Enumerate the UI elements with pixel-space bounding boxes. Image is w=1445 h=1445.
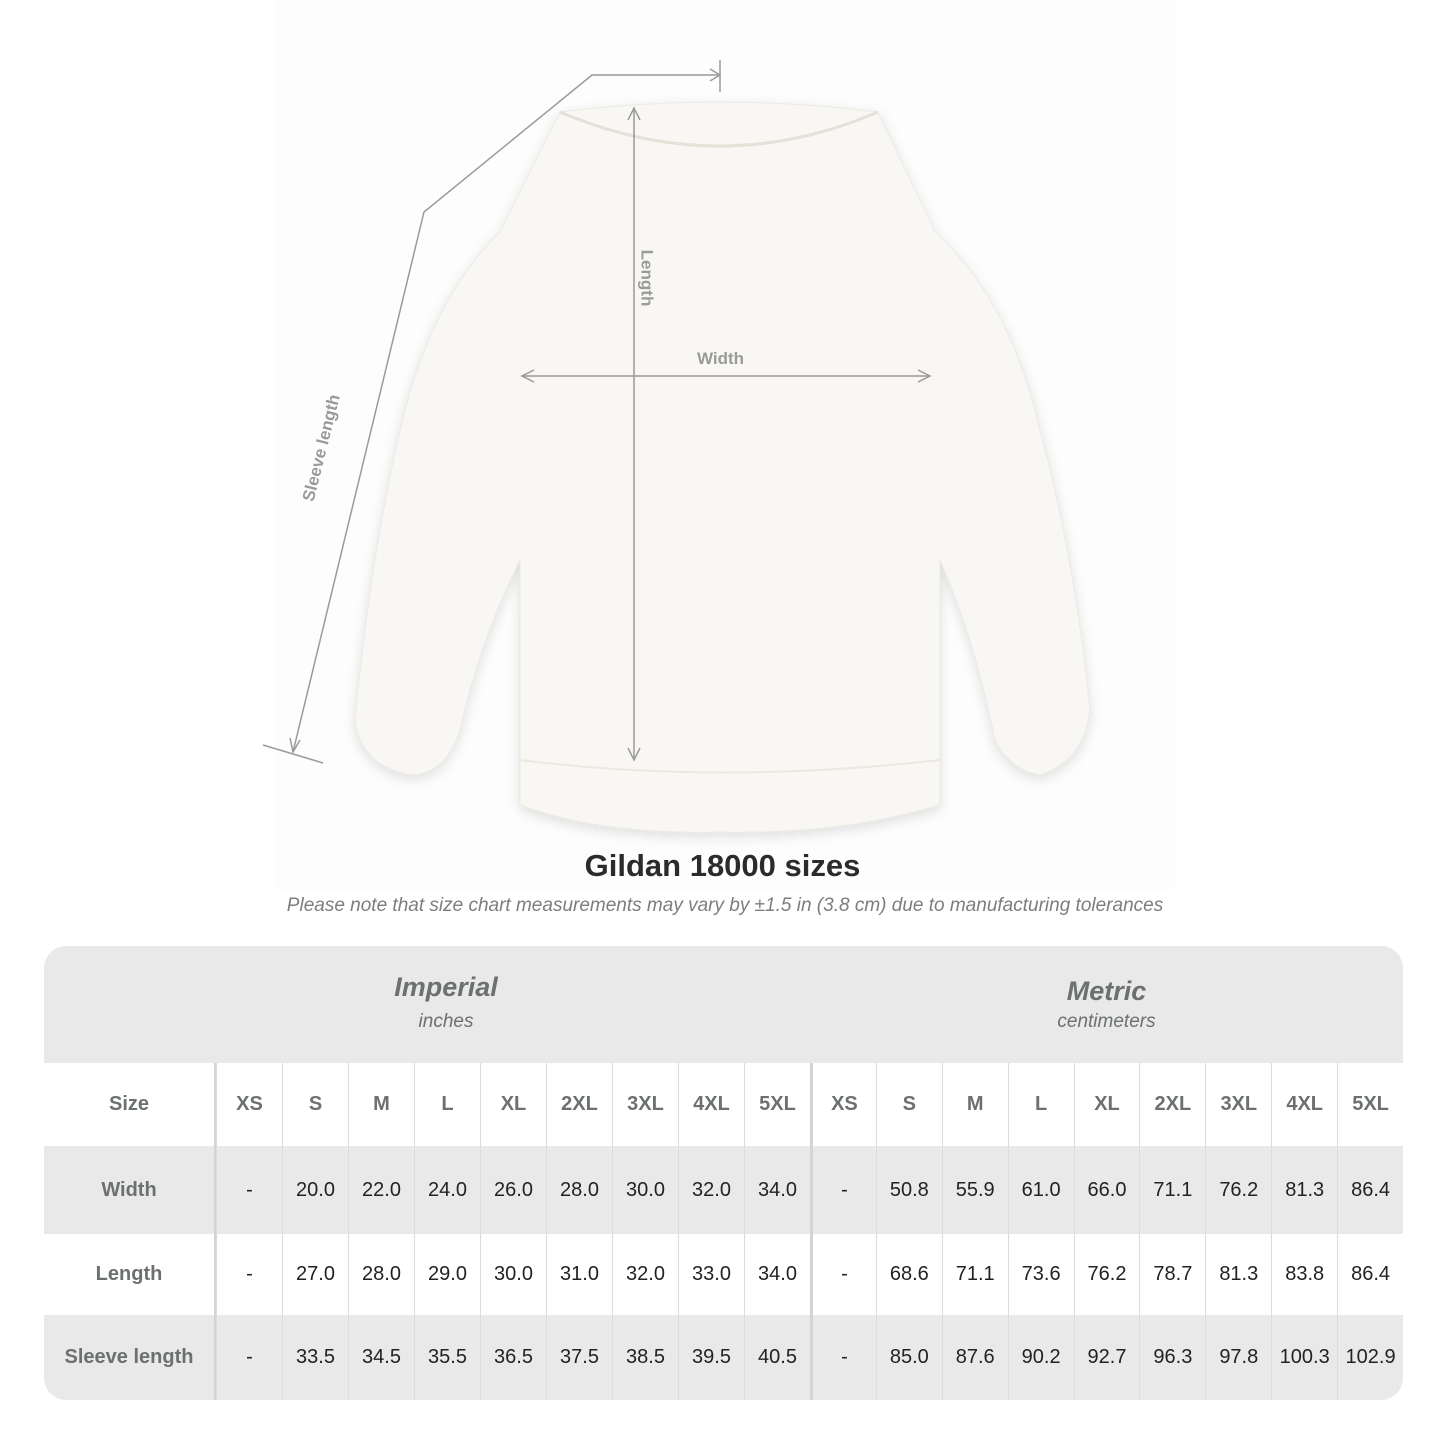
table-cell: 81.3 bbox=[1271, 1146, 1337, 1234]
table-cell: - bbox=[810, 1315, 876, 1400]
table-cell: 31.0 bbox=[546, 1234, 612, 1315]
size-header-cell: 2XL bbox=[546, 1063, 612, 1146]
table-cell: 87.6 bbox=[941, 1315, 1008, 1400]
metric-unit: centimeters bbox=[1057, 1011, 1156, 1032]
table-cell: 50.8 bbox=[875, 1146, 942, 1234]
size-header-cell: 4XL bbox=[1271, 1063, 1337, 1146]
table-cell: 39.5 bbox=[678, 1315, 744, 1400]
imperial-title: Imperial bbox=[394, 972, 498, 1002]
size-header-cell: 3XL bbox=[1205, 1063, 1271, 1146]
table-cell: 71.1 bbox=[1139, 1146, 1205, 1234]
table-cell: 33.0 bbox=[678, 1234, 744, 1315]
table-row-width: Width -20.0 22.0 24.0 26.0 28.0 30.0 32.0 34.0-5… bbox=[44, 1146, 1403, 1234]
table-cell: 29.0 bbox=[414, 1234, 480, 1315]
table-cell: 30.0 bbox=[480, 1234, 546, 1315]
size-header-cell: L bbox=[414, 1063, 480, 1146]
table-cell: 28.0 bbox=[348, 1234, 414, 1315]
table-cell: 100.3 bbox=[1271, 1315, 1337, 1400]
table-cell: 34.0 bbox=[744, 1146, 810, 1234]
table-cell: 26.0 bbox=[480, 1146, 546, 1234]
table-cell: 78.7 bbox=[1139, 1234, 1205, 1315]
size-header-cell: L bbox=[1007, 1063, 1074, 1146]
table-cell: 34.0 bbox=[744, 1234, 810, 1315]
table-cell: 33.5 bbox=[282, 1315, 348, 1400]
table-cell: 32.0 bbox=[678, 1146, 744, 1234]
sweatshirt-illustration bbox=[262, 60, 1091, 833]
size-header-cell: 2XL bbox=[1139, 1063, 1205, 1146]
size-table: Imperial inches Metric centimeters Size X… bbox=[44, 946, 1403, 1400]
page-title: Gildan 18000 sizes bbox=[584, 848, 861, 883]
table-cell: - bbox=[216, 1146, 282, 1234]
table-cell: 96.3 bbox=[1139, 1315, 1205, 1400]
length-label: Length bbox=[637, 249, 657, 307]
table-cell: 28.0 bbox=[546, 1146, 612, 1234]
table-cell: 55.9 bbox=[941, 1146, 1008, 1234]
table-cell: 61.0 bbox=[1007, 1146, 1074, 1234]
width-label: Width bbox=[697, 349, 745, 368]
table-cell: 97.8 bbox=[1205, 1315, 1271, 1400]
size-header-cell: S bbox=[282, 1063, 348, 1146]
table-cell: 83.8 bbox=[1271, 1234, 1337, 1315]
metric-title: Metric bbox=[1066, 976, 1147, 1006]
table-cell: 81.3 bbox=[1205, 1234, 1271, 1315]
table-cell: 66.0 bbox=[1073, 1146, 1140, 1234]
table-row-sleeve-length: Sleeve length -33.5 34.5 35.5 36.5 37.5 38.5 39… bbox=[44, 1315, 1403, 1400]
table-cell: 36.5 bbox=[480, 1315, 546, 1400]
size-header-cell: M bbox=[348, 1063, 414, 1146]
size-header-cell: 5XL bbox=[1337, 1063, 1403, 1146]
table-cell: - bbox=[810, 1146, 876, 1234]
row-label: Length bbox=[44, 1234, 216, 1315]
table-cell: 73.6 bbox=[1007, 1234, 1074, 1315]
table-cell: 22.0 bbox=[348, 1146, 414, 1234]
size-header-cell: S bbox=[875, 1063, 942, 1146]
table-cell: - bbox=[216, 1315, 282, 1400]
measurement-lines bbox=[262, 60, 932, 764]
size-header-cell: 4XL bbox=[678, 1063, 744, 1146]
table-cell: 34.5 bbox=[348, 1315, 414, 1400]
table-cell: - bbox=[810, 1234, 876, 1315]
size-header-cell: XL bbox=[480, 1063, 546, 1146]
table-cell: 76.2 bbox=[1073, 1234, 1140, 1315]
row-label: Width bbox=[44, 1146, 216, 1234]
row-label: Sleeve length bbox=[44, 1315, 216, 1400]
size-header-cell: XS bbox=[216, 1063, 282, 1146]
size-header-row: Size XS S M L XL 2XL 3XL 4XL 5XL XS S M L XL 2XL 3XL 4XL 5… bbox=[44, 1063, 1403, 1146]
size-header-cell: 3XL bbox=[612, 1063, 678, 1146]
table-cell: 24.0 bbox=[414, 1146, 480, 1234]
table-cell: 86.4 bbox=[1337, 1146, 1403, 1234]
table-cell: 40.5 bbox=[744, 1315, 810, 1400]
table-cell: 30.0 bbox=[612, 1146, 678, 1234]
table-cell: 27.0 bbox=[282, 1234, 348, 1315]
sleeve-line bbox=[292, 74, 720, 753]
table-cell: 20.0 bbox=[282, 1146, 348, 1234]
metric-header: Metric centimeters bbox=[810, 946, 1403, 1063]
table-row-length: Length -27.0 28.0 29.0 30.0 31.0 32.0 33.0 34.0-… bbox=[44, 1234, 1403, 1315]
size-header-cell: XL bbox=[1073, 1063, 1140, 1146]
table-cell: 35.5 bbox=[414, 1315, 480, 1400]
tolerance-note: Please note that size chart measurements… bbox=[286, 895, 1164, 916]
table-cell: 38.5 bbox=[612, 1315, 678, 1400]
table-cell: 68.6 bbox=[875, 1234, 942, 1315]
row-label: Size bbox=[44, 1063, 216, 1146]
table-cell: 71.1 bbox=[941, 1234, 1008, 1315]
size-header-cell: 5XL bbox=[744, 1063, 810, 1146]
size-header-cell: M bbox=[941, 1063, 1008, 1146]
sweatshirt-shape bbox=[354, 101, 1091, 833]
size-header-cell: XS bbox=[810, 1063, 876, 1146]
table-cell: 102.9 bbox=[1337, 1315, 1403, 1400]
imperial-unit: inches bbox=[418, 1011, 474, 1032]
imperial-header: Imperial inches bbox=[216, 946, 676, 1063]
table-cell: 32.0 bbox=[612, 1234, 678, 1315]
table-cell: 90.2 bbox=[1007, 1315, 1074, 1400]
sweatshirt-diagram: Length Width Sleeve length bbox=[262, 0, 1175, 890]
table-cell: 37.5 bbox=[546, 1315, 612, 1400]
table-cell: 86.4 bbox=[1337, 1234, 1403, 1315]
table-cell: 92.7 bbox=[1073, 1315, 1140, 1400]
table-cell: - bbox=[216, 1234, 282, 1315]
table-cell: 76.2 bbox=[1205, 1146, 1271, 1234]
table-cell: 85.0 bbox=[875, 1315, 942, 1400]
